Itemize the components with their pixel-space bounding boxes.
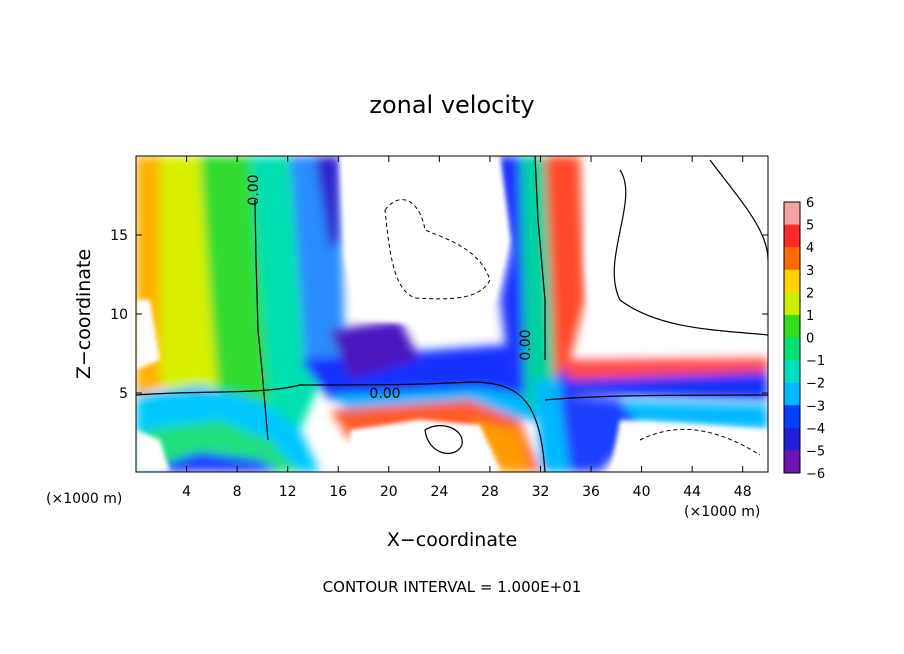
x-axis-title: X−coordinate — [387, 529, 517, 551]
x-tick-label: 48 — [734, 484, 752, 500]
colorbar-level-label: 2 — [806, 286, 814, 301]
colorbar-level-label: −2 — [806, 377, 825, 392]
colorbar-swatch — [784, 202, 800, 226]
colorbar-swatch — [784, 314, 800, 338]
colorbar-level-label: −5 — [806, 444, 825, 459]
x-axis: 4 8 12 16 20 24 28 32 36 40 44 48 — [182, 156, 752, 500]
x-tick-label: 8 — [233, 484, 242, 500]
contour-interval-note: CONTOUR INTERVAL = 1.000E+01 — [323, 578, 582, 596]
y-tick-label: 15 — [110, 228, 128, 244]
colorbar-level-label: 5 — [806, 219, 814, 234]
x-tick-label: 24 — [430, 484, 448, 500]
x-tick-label: 20 — [380, 484, 398, 500]
x-tick-label: 4 — [182, 484, 191, 500]
colorbar-swatch — [784, 427, 800, 451]
y-tick-label: 5 — [119, 386, 128, 402]
colorbar-swatch — [784, 360, 800, 384]
colorbar-level-label: 4 — [806, 241, 814, 256]
y-tick-label: 10 — [110, 307, 128, 323]
x-tick-label: 36 — [582, 484, 600, 500]
colorbar: 6 5 4 3 2 1 0 −1 −2 −3 −4 −5 −6 — [783, 196, 825, 482]
colorbar-swatch — [784, 382, 800, 406]
colorbar-level-label: −3 — [806, 399, 825, 414]
contour-label: 0.00 — [369, 386, 400, 402]
colorbar-level-label: −4 — [806, 422, 825, 437]
colorbar-swatch — [784, 269, 800, 293]
colorbar-swatch — [784, 405, 800, 429]
x-tick-label: 44 — [683, 484, 701, 500]
x-tick-label: 16 — [329, 484, 347, 500]
colorbar-frame — [783, 201, 801, 474]
colorbar-level-label: −6 — [806, 467, 825, 482]
velocity-field — [136, 156, 768, 472]
contour-label: 0.00 — [246, 174, 262, 205]
colorbar-level-label: −1 — [806, 354, 825, 369]
colorbar-level-label: 0 — [806, 332, 814, 347]
colorbar-swatch — [784, 450, 800, 474]
z-unit-label: (×1000 m) — [46, 491, 122, 507]
colorbar-swatch — [784, 224, 800, 248]
colorbar-level-label: 3 — [806, 264, 814, 279]
colorbar-swatch — [784, 292, 800, 316]
contour-label: 0.00 — [518, 329, 534, 360]
x-tick-label: 32 — [532, 484, 550, 500]
y-axis: 5 10 15 — [110, 228, 768, 402]
colorbar-swatch — [784, 247, 800, 271]
chart-title: zonal velocity — [369, 91, 534, 119]
x-tick-label: 40 — [633, 484, 651, 500]
colorbar-level-label: 6 — [806, 196, 814, 211]
colorbar-level-label: 1 — [806, 309, 814, 324]
y-axis-title: Z−coordinate — [73, 249, 95, 379]
x-unit-label: (×1000 m) — [684, 504, 760, 520]
x-tick-label: 12 — [279, 484, 297, 500]
colorbar-swatch — [784, 337, 800, 361]
x-tick-label: 28 — [481, 484, 499, 500]
